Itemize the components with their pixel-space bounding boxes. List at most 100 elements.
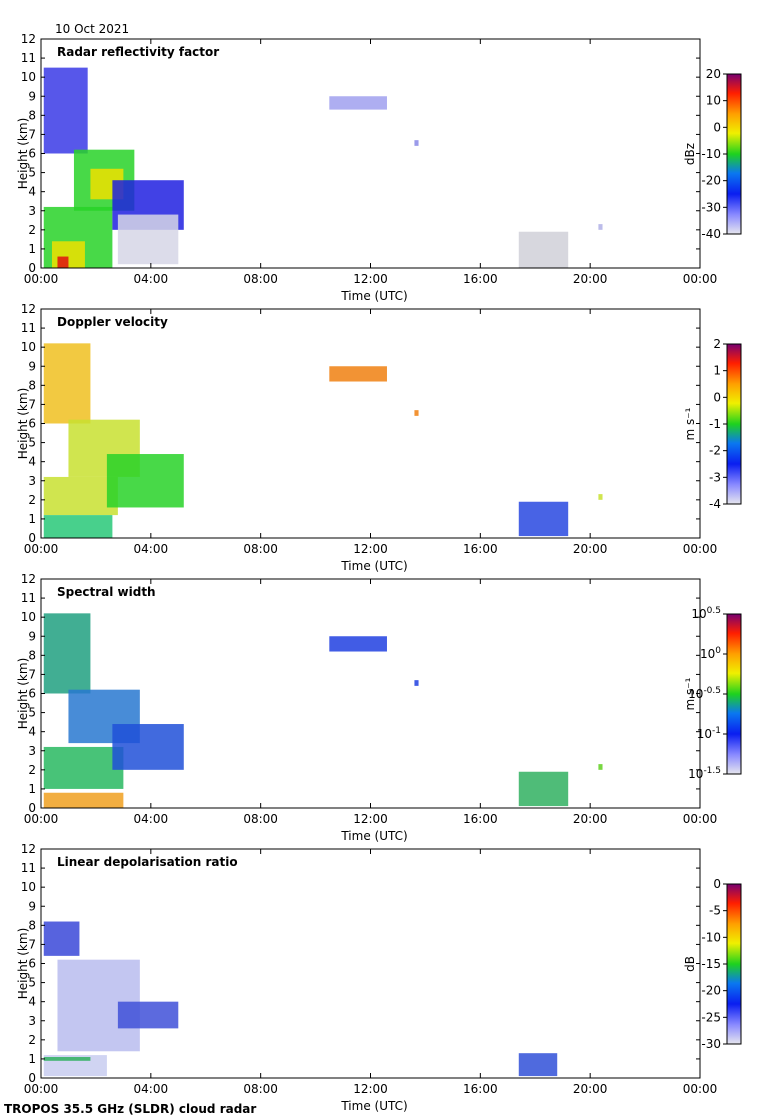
- x-tick-label: 00:00: [24, 272, 59, 286]
- colorbar-tick-label: -30: [701, 200, 721, 214]
- data-region: [43, 476, 118, 516]
- data-region: [43, 746, 124, 789]
- y-tick-label: 5: [28, 166, 36, 180]
- data-region: [43, 792, 124, 808]
- y-tick-label: 1: [28, 512, 36, 526]
- colorbar-label: m s⁻¹: [683, 407, 697, 440]
- data-region: [57, 256, 69, 268]
- colorbar-tick-label: 10-1: [697, 726, 721, 741]
- x-tick-label: 00:00: [24, 812, 59, 826]
- x-tick-label: 12:00: [353, 542, 388, 556]
- x-axis-label: Time (UTC): [340, 289, 407, 303]
- x-tick-label: 20:00: [573, 272, 608, 286]
- y-tick-label: 5: [28, 976, 36, 990]
- colorbar: [726, 613, 742, 775]
- y-tick-label: 6: [28, 957, 36, 971]
- colorbar-tick-label: -10: [701, 930, 721, 944]
- y-tick-label: 7: [28, 937, 36, 951]
- data-region: [518, 501, 569, 537]
- x-tick-label: 00:00: [24, 542, 59, 556]
- data-region: [43, 1057, 91, 1061]
- data-region: [598, 224, 603, 230]
- y-tick-label: 2: [28, 1033, 36, 1047]
- x-axis-label: Time (UTC): [340, 829, 407, 843]
- y-tick-label: 1: [28, 242, 36, 256]
- colorbar-tick-label: 0: [713, 120, 721, 134]
- y-tick-label: 6: [28, 417, 36, 431]
- x-tick-label: 20:00: [573, 812, 608, 826]
- colorbar-tick-label: -40: [701, 227, 721, 241]
- y-tick-label: 9: [28, 89, 36, 103]
- colorbar-tick-label: 10-0.5: [688, 686, 721, 701]
- date-label: 10 Oct 2021: [55, 22, 129, 36]
- y-tick-label: 12: [21, 842, 36, 856]
- data-region: [598, 494, 603, 500]
- x-tick-label: 00:00: [683, 812, 718, 826]
- data-region: [117, 1001, 179, 1029]
- y-tick-label: 3: [28, 204, 36, 218]
- y-axis-label: Height (km): [16, 658, 30, 729]
- x-tick-label: 12:00: [353, 272, 388, 286]
- data-region: [51, 241, 85, 268]
- y-tick-label: 9: [28, 629, 36, 643]
- x-tick-label: 12:00: [353, 1082, 388, 1096]
- y-tick-label: 5: [28, 436, 36, 450]
- colorbar-label: m s⁻¹: [683, 677, 697, 710]
- data-region: [106, 454, 184, 508]
- y-tick-label: 12: [21, 572, 36, 586]
- x-tick-label: 08:00: [243, 272, 278, 286]
- y-tick-label: 1: [28, 1052, 36, 1066]
- data-region: [518, 231, 569, 268]
- data-region: [414, 680, 419, 686]
- y-tick-label: 10: [21, 610, 36, 624]
- y-tick-label: 2: [28, 493, 36, 507]
- colorbar-tick-label: -3: [709, 470, 721, 484]
- x-tick-label: 16:00: [463, 272, 498, 286]
- panel-title: Linear depolarisation ratio: [57, 855, 238, 869]
- y-tick-label: 9: [28, 899, 36, 913]
- panel-title: Radar reflectivity factor: [57, 45, 219, 59]
- x-tick-label: 16:00: [463, 812, 498, 826]
- y-tick-label: 11: [21, 861, 36, 875]
- x-tick-label: 04:00: [134, 1082, 169, 1096]
- data-region: [43, 343, 91, 424]
- panels-group: Radar reflectivity factor012345678910111…: [16, 32, 742, 1113]
- y-tick-label: 10: [21, 880, 36, 894]
- data-region: [43, 67, 88, 154]
- y-axis-label: Height (km): [16, 118, 30, 189]
- y-tick-label: 3: [28, 474, 36, 488]
- colorbar-tick-label: -1: [709, 417, 721, 431]
- colorbar-tick-label: 100.5: [691, 606, 721, 621]
- x-axis-label: Time (UTC): [340, 559, 407, 573]
- x-axis-label: Time (UTC): [340, 1099, 407, 1113]
- panel-title: Doppler velocity: [57, 315, 168, 329]
- y-tick-label: 8: [28, 648, 36, 662]
- x-tick-label: 04:00: [134, 272, 169, 286]
- y-tick-label: 11: [21, 51, 36, 65]
- x-tick-label: 00:00: [683, 1082, 718, 1096]
- colorbar: [726, 73, 742, 235]
- colorbar-tick-label: -15: [701, 957, 721, 971]
- colorbar-tick-label: -4: [709, 497, 721, 511]
- y-tick-label: 1: [28, 782, 36, 796]
- y-axis-label: Height (km): [16, 928, 30, 999]
- x-tick-label: 08:00: [243, 812, 278, 826]
- y-tick-label: 4: [28, 995, 36, 1009]
- y-tick-label: 0: [28, 531, 36, 545]
- y-tick-label: 11: [21, 321, 36, 335]
- data-region: [598, 764, 603, 770]
- y-tick-label: 10: [21, 340, 36, 354]
- y-tick-label: 3: [28, 1014, 36, 1028]
- x-tick-label: 00:00: [24, 1082, 59, 1096]
- y-tick-label: 6: [28, 687, 36, 701]
- data-region: [518, 771, 569, 807]
- colorbar-tick-label: 10: [706, 94, 721, 108]
- panel-title: Spectral width: [57, 585, 156, 599]
- colorbar-tick-label: -20: [701, 984, 721, 998]
- y-tick-label: 0: [28, 801, 36, 815]
- data-region: [43, 613, 91, 694]
- y-tick-label: 9: [28, 359, 36, 373]
- chart-panel-1: Radar reflectivity factor012345678910111…: [16, 32, 742, 303]
